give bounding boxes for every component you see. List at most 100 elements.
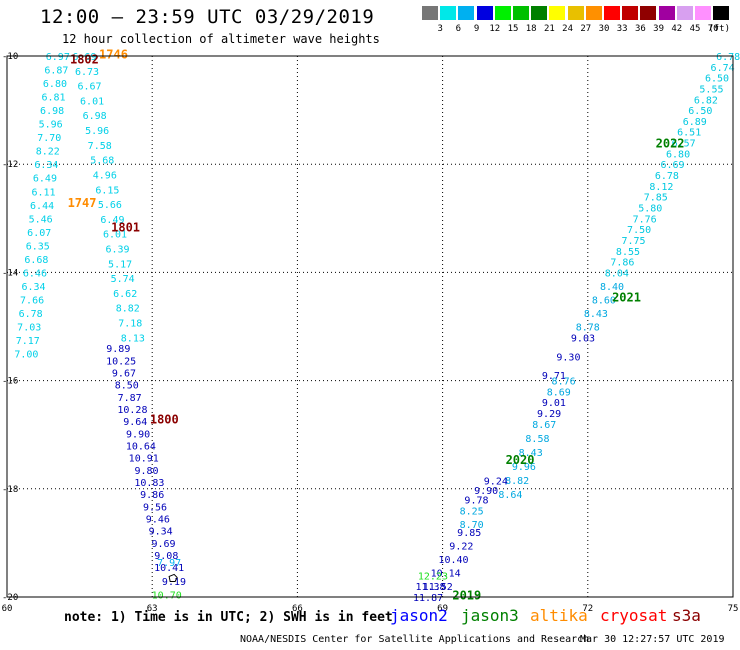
wave-height-value: 6.67	[77, 82, 101, 93]
colorbar-swatch	[585, 6, 602, 20]
colorbar-swatch	[640, 6, 657, 20]
x-tick-label: 72	[582, 604, 593, 614]
x-tick-label: 66	[292, 604, 303, 614]
wave-height-value: 7.50	[627, 225, 651, 236]
colorbar-label: 27	[580, 24, 592, 34]
wave-height-value: 7.97	[157, 558, 181, 569]
wave-height-value: 6.97	[46, 52, 70, 63]
colorbar-label: 15	[507, 24, 519, 34]
map-title: 12:00 – 23:59 UTC 03/29/2019	[40, 6, 375, 28]
wave-height-value: 6.89	[683, 117, 707, 128]
wave-height-value: 9.80	[135, 466, 159, 477]
wave-height-value: 10.83	[134, 478, 164, 489]
wave-height-value: 8.55	[616, 247, 640, 258]
colorbar-unit: (ft)	[708, 24, 731, 34]
colorbar-label: 6	[455, 24, 462, 34]
y-tick-label: -12	[2, 160, 18, 170]
wave-height-value: 6.51	[677, 128, 701, 139]
wave-height-value: 8.13	[121, 333, 145, 344]
pass-time-label: 1746	[99, 47, 128, 61]
wave-height-value: 10.28	[117, 405, 147, 416]
wave-height-value: 8.67	[532, 420, 556, 431]
wave-height-value: 6.50	[705, 74, 729, 85]
wave-height-value: 6.49	[33, 174, 57, 185]
pass-time-label: 1800	[150, 412, 179, 426]
map-subtitle: 12 hour collection of altimeter wave hei…	[62, 32, 380, 46]
wave-height-value: 7.18	[118, 319, 142, 330]
colorbar-swatch	[476, 6, 493, 20]
wave-height-value: 6.57	[672, 139, 696, 150]
wave-height-value: 6.73	[75, 67, 99, 78]
wave-height-value: 7.58	[88, 141, 112, 152]
wave-height-value: 8.43	[519, 448, 543, 459]
wave-height-value: 6.50	[688, 106, 712, 117]
notes-text: note: 1) Time is in UTC; 2) SWH is in fe…	[64, 610, 393, 625]
wave-height-value: 6.07	[27, 228, 51, 239]
y-tick-label: -18	[2, 485, 18, 495]
wave-height-value: 9.24	[484, 477, 508, 488]
colorbar-label: 42	[671, 24, 683, 34]
wave-height-value: 6.44	[30, 201, 54, 212]
wave-height-value: 6.49	[100, 215, 124, 226]
wave-height-value: 9.19	[162, 577, 186, 588]
map-frame	[6, 55, 734, 598]
wave-height-value: 8.58	[525, 434, 549, 445]
wave-height-value: 8.40	[600, 282, 624, 293]
colorbar-swatch	[549, 6, 566, 20]
wave-height-value: 10.70	[152, 590, 182, 601]
x-tick-label: 63	[147, 604, 158, 614]
wave-height-value: 6.80	[666, 149, 690, 160]
wave-height-value: 9.90	[126, 429, 150, 440]
colorbar-swatch	[604, 6, 620, 20]
wave-height-value: 8.43	[584, 309, 608, 320]
wave-height-value: 8.76	[552, 377, 576, 388]
wave-height-value: 5.80	[638, 203, 662, 214]
wave-height-value: 7.86	[610, 258, 634, 269]
wave-height-value: 7.66	[20, 295, 44, 306]
colorbar-swatch	[440, 6, 457, 20]
colorbar-swatch	[494, 6, 511, 20]
wave-height-value: 8.64	[498, 490, 522, 501]
wave-height-value: 4.96	[93, 170, 117, 181]
colorbar-label: 33	[616, 24, 628, 34]
wave-height-value: 5.96	[85, 126, 109, 137]
colorbar-swatch	[695, 6, 711, 20]
wave-height-value: 6.78	[655, 171, 679, 182]
wave-height-value: 6.78	[19, 309, 43, 320]
footer-timestamp: Mar 30 12:27:57 UTC 2019	[580, 634, 725, 645]
wave-height-value: 8.22	[36, 147, 60, 158]
legend-jason2: jason2	[390, 606, 448, 625]
wave-height-value: 8.78	[576, 323, 600, 334]
wave-height-value: 8.25	[460, 506, 484, 517]
wave-height-value: 6.68	[24, 255, 48, 266]
wave-height-value: 5.55	[699, 84, 723, 95]
wave-height-value: 9.29	[537, 409, 561, 420]
wave-height-value: 11.52	[423, 582, 453, 593]
wave-height-value: 7.76	[633, 214, 657, 225]
legend-jason3: jason3	[461, 606, 519, 625]
wave-height-value: 8.82	[505, 476, 529, 487]
wave-height-value: 9.08	[154, 551, 178, 562]
wave-height-value: 5.46	[29, 214, 53, 225]
x-tick-label: 69	[437, 604, 448, 614]
wave-height-value: 10.64	[126, 442, 156, 453]
wave-height-value: 7.17	[16, 336, 40, 347]
wave-height-value: 6.01	[103, 230, 127, 241]
legend-s3a: s3a	[672, 606, 701, 625]
footer-credit: NOAA/NESDIS Center for Satellite Applica…	[240, 634, 590, 645]
wave-height-value: 9.56	[143, 502, 167, 513]
wave-height-value: 7.75	[621, 236, 645, 247]
pass-time-label: 2021	[612, 291, 641, 305]
wave-height-value: 9.34	[149, 527, 173, 538]
colorbar-swatch	[513, 6, 529, 20]
colorbar-swatch	[458, 6, 475, 20]
wave-height-value: 8.60	[592, 295, 616, 306]
wave-height-value: 7.70	[37, 133, 61, 144]
colorbar-label: 18	[525, 24, 537, 34]
wave-height-value: 9.86	[140, 490, 164, 501]
wave-height-value: 9.01	[542, 398, 566, 409]
wave-height-value: 5.96	[39, 120, 63, 131]
pass-time-label: 2019	[452, 588, 481, 602]
wave-height-value: 6.69	[660, 160, 684, 171]
